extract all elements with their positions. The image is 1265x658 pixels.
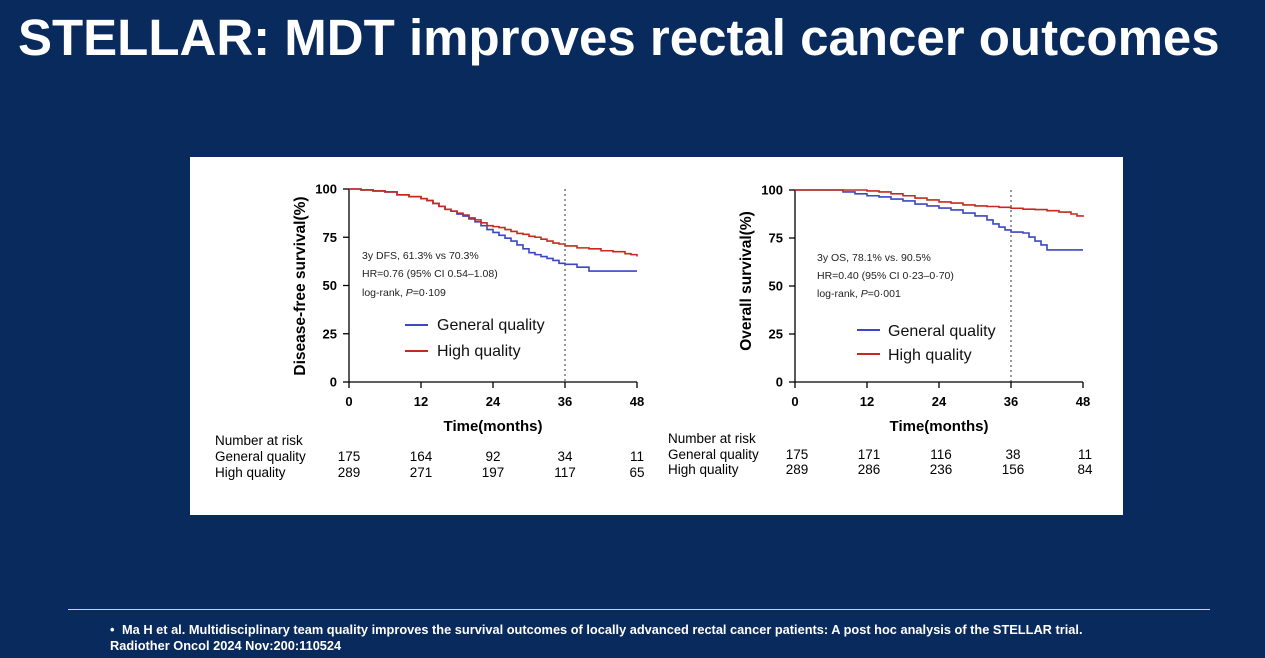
- y-tick-label: 25: [769, 327, 783, 342]
- annotation-rates: 3y OS, 78.1% vs. 90.5%: [817, 252, 931, 264]
- x-tick-label: 48: [630, 394, 644, 409]
- risk-count-general-quality: 116: [930, 447, 952, 462]
- y-tick-label: 75: [323, 230, 337, 245]
- annotation-p-value: =0·109: [413, 287, 446, 299]
- annotation-log-rank: log-rank, P=0·109: [362, 287, 446, 299]
- x-tick-label: 36: [558, 394, 572, 409]
- survival-curve-high-quality: [795, 189, 1084, 217]
- y-tick-label: 50: [323, 278, 337, 293]
- risk-count-high-quality: 289: [786, 462, 809, 477]
- citation-text: Ma H et al. Multidisciplinary team quali…: [122, 622, 1083, 637]
- legend-label-high-quality: High quality: [888, 347, 972, 364]
- y-tick-label: 100: [315, 182, 337, 197]
- risk-count-high-quality: 289: [338, 465, 361, 480]
- risk-count-high-quality: 271: [410, 465, 433, 480]
- risk-count-high-quality: 156: [1002, 462, 1025, 477]
- risk-table-title: Number at risk: [215, 433, 303, 448]
- risk-row-label-high-quality: High quality: [668, 462, 739, 477]
- citation-line-2: Radiother Oncol 2024 Nov:200:110524: [110, 638, 342, 653]
- annotation-hazard-ratio: HR=0.76 (95% CI 0.54–1.08): [362, 268, 498, 280]
- legend-label-general-quality: General quality: [888, 323, 996, 340]
- citation-line-1: • Ma H et al. Multidisciplinary team qual…: [110, 622, 1083, 638]
- risk-row-label-general-quality: General quality: [215, 449, 306, 464]
- risk-count-general-quality: 92: [485, 449, 500, 464]
- y-tick-label: 75: [769, 231, 783, 246]
- risk-count-general-quality: 164: [410, 449, 433, 464]
- annotation-log-rank-prefix: log-rank,: [817, 288, 861, 300]
- x-axis-label: Time(months): [444, 418, 543, 435]
- risk-count-high-quality: 84: [1077, 462, 1093, 477]
- annotation-log-rank: log-rank, P=0·001: [817, 288, 901, 300]
- risk-count-high-quality: 117: [554, 465, 576, 480]
- risk-count-high-quality: 286: [858, 462, 881, 477]
- annotation-hazard-ratio: HR=0.40 (95% CI 0·23–0·70): [817, 270, 954, 282]
- annotation-log-rank-prefix: log-rank,: [362, 287, 406, 299]
- citation-bullet: •: [110, 622, 115, 637]
- citation: • Ma H et al. Multidisciplinary team qual…: [110, 622, 1083, 654]
- figure-panel: [190, 157, 1123, 515]
- x-tick-label: 0: [345, 394, 352, 409]
- risk-row-label-general-quality: General quality: [668, 447, 759, 462]
- survival-curve-general-quality: [795, 189, 1083, 251]
- risk-count-high-quality: 65: [629, 465, 644, 480]
- x-axis-label: Time(months): [890, 418, 989, 435]
- y-tick-label: 25: [323, 326, 337, 341]
- risk-count-high-quality: 197: [482, 465, 505, 480]
- y-axis-label: Disease-free survival(%): [292, 196, 309, 375]
- risk-count-general-quality: 11: [1078, 447, 1092, 462]
- legend-label-high-quality: High quality: [437, 343, 521, 360]
- x-tick-label: 12: [860, 394, 874, 409]
- y-tick-label: 100: [761, 183, 783, 198]
- x-tick-label: 12: [414, 394, 428, 409]
- risk-count-general-quality: 34: [557, 449, 573, 464]
- risk-count-general-quality: 175: [786, 447, 809, 462]
- risk-count-general-quality: 38: [1005, 447, 1020, 462]
- risk-count-general-quality: 175: [338, 449, 361, 464]
- y-tick-label: 50: [769, 279, 783, 294]
- slide-title: STELLAR: MDT improves rectal cancer outc…: [18, 9, 1220, 66]
- risk-count-high-quality: 236: [930, 462, 953, 477]
- footer-divider: [68, 609, 1210, 610]
- risk-table-title: Number at risk: [668, 431, 756, 446]
- dfs-chart: Disease-free survival(%) Time(months) 3y…: [215, 182, 645, 481]
- annotation-rates: 3y DFS, 61.3% vs 70.3%: [362, 250, 479, 262]
- annotation-p-value: =0·001: [868, 288, 901, 300]
- y-tick-label: 0: [776, 375, 783, 390]
- risk-count-general-quality: 11: [630, 449, 644, 464]
- x-tick-label: 48: [1076, 394, 1090, 409]
- annotation-p-symbol: P: [406, 287, 413, 299]
- risk-count-general-quality: 171: [858, 447, 881, 462]
- risk-row-label-high-quality: High quality: [215, 465, 286, 480]
- os-chart: Overall survival(%) Time(months) 3y OS, …: [668, 183, 1093, 478]
- x-tick-label: 0: [791, 394, 798, 409]
- y-axis-label: Overall survival(%): [738, 211, 755, 351]
- legend-label-general-quality: General quality: [437, 317, 545, 334]
- x-tick-label: 36: [1004, 394, 1018, 409]
- annotation-p-symbol: P: [861, 288, 868, 300]
- x-tick-label: 24: [486, 394, 501, 409]
- survival-curve-high-quality: [349, 188, 638, 257]
- x-tick-label: 24: [932, 394, 947, 409]
- y-tick-label: 0: [330, 375, 337, 390]
